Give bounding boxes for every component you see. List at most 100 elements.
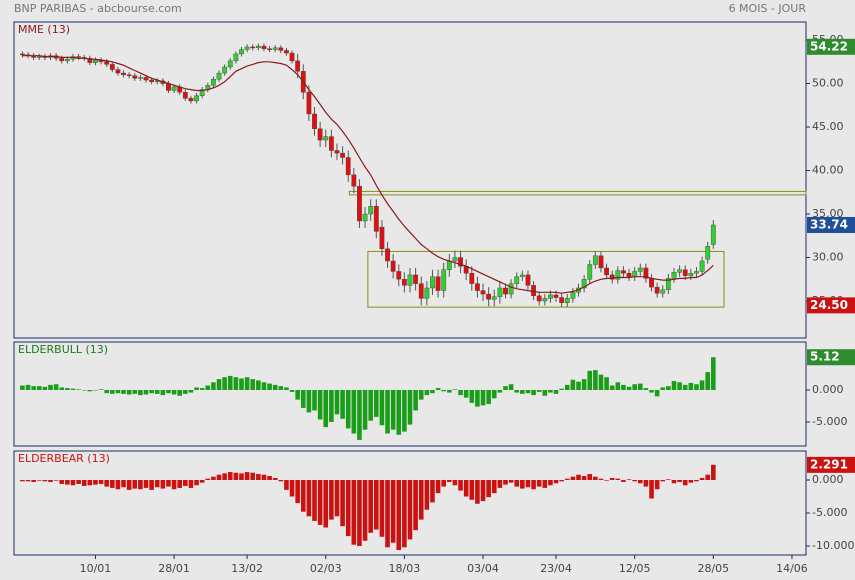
bar [250, 379, 256, 390]
candle-body [323, 136, 329, 141]
bar [216, 474, 222, 480]
y-tick-label: 50.00 [812, 77, 844, 90]
candle-body [188, 98, 194, 102]
candle-body [553, 294, 559, 298]
candle-body [121, 72, 126, 76]
bar [536, 479, 542, 487]
bar [284, 387, 289, 390]
y-tick-label: 0.000 [812, 473, 844, 486]
bar [424, 479, 430, 510]
candle-body [508, 283, 514, 295]
x-tick-label: 03/04 [467, 562, 499, 575]
bar [351, 479, 357, 545]
bar [441, 479, 447, 487]
bar [525, 479, 531, 488]
bar [637, 479, 643, 484]
bar [233, 377, 239, 390]
bar [76, 389, 81, 390]
candle-body [531, 285, 536, 297]
candle-body [373, 205, 379, 232]
bar [418, 479, 424, 520]
bar [295, 479, 300, 504]
candle-body [592, 255, 598, 265]
bar [76, 479, 81, 484]
candle-body [486, 293, 492, 300]
bar [379, 479, 385, 537]
bar [452, 479, 458, 486]
candle-body [261, 45, 267, 49]
bar [132, 390, 138, 394]
bar [166, 390, 171, 394]
value-tag-label: 33.74 [810, 217, 848, 231]
bar [239, 473, 244, 480]
bar [81, 479, 87, 486]
bar [317, 479, 323, 525]
y-tick-label: -10.000 [812, 539, 854, 552]
value-tag [807, 297, 855, 314]
bar [20, 479, 25, 482]
value-tag [807, 216, 855, 233]
bar [211, 382, 216, 390]
bar [711, 357, 716, 390]
bar [564, 384, 570, 390]
bar [385, 390, 390, 434]
bar [199, 479, 205, 483]
panel-title: ELDERBULL (13) [18, 343, 108, 356]
x-tick-label: 13/02 [231, 562, 263, 575]
bar [256, 380, 261, 390]
bar [514, 479, 520, 487]
bar [593, 370, 598, 390]
bar [143, 390, 149, 395]
bar [138, 390, 143, 396]
bar [306, 479, 312, 517]
value-tag-label: 2.291 [810, 457, 848, 471]
bar [542, 390, 548, 396]
bar [256, 474, 261, 480]
x-tick-label: 28/05 [697, 562, 729, 575]
candle-body [660, 289, 666, 294]
candle-body [284, 50, 289, 54]
candle-body [413, 274, 419, 284]
bar [548, 479, 553, 486]
bar [194, 387, 199, 390]
candle-body [458, 257, 463, 267]
bar [531, 479, 536, 490]
bar [682, 384, 688, 390]
bar [244, 472, 250, 480]
bar [654, 390, 660, 397]
bar [587, 370, 593, 390]
bar [677, 382, 682, 390]
candle-body [390, 260, 396, 272]
candle-body [126, 74, 132, 77]
bar [70, 388, 76, 390]
candle-body [64, 58, 70, 62]
bar [682, 479, 688, 486]
bar [475, 479, 480, 504]
annotation-box [367, 250, 725, 308]
bar [194, 479, 199, 486]
bar [261, 474, 267, 480]
candle-body [222, 66, 228, 74]
bar [463, 479, 469, 497]
candle-body [694, 271, 699, 274]
bar [323, 390, 329, 428]
bar [20, 385, 25, 390]
bar [570, 476, 576, 480]
bar [435, 388, 441, 390]
bar [329, 479, 334, 520]
candle-body [491, 296, 497, 300]
candle-body [548, 294, 553, 299]
bar [458, 479, 463, 491]
candle-body [536, 295, 542, 302]
bar [643, 388, 649, 390]
candle-body [340, 152, 345, 158]
bar [694, 384, 699, 390]
candle-body [171, 86, 177, 91]
bar [126, 479, 132, 490]
candle-body [435, 276, 441, 291]
candle-body [239, 49, 244, 55]
candle-body [542, 298, 548, 302]
bar [216, 379, 222, 390]
candle-body [643, 267, 649, 279]
